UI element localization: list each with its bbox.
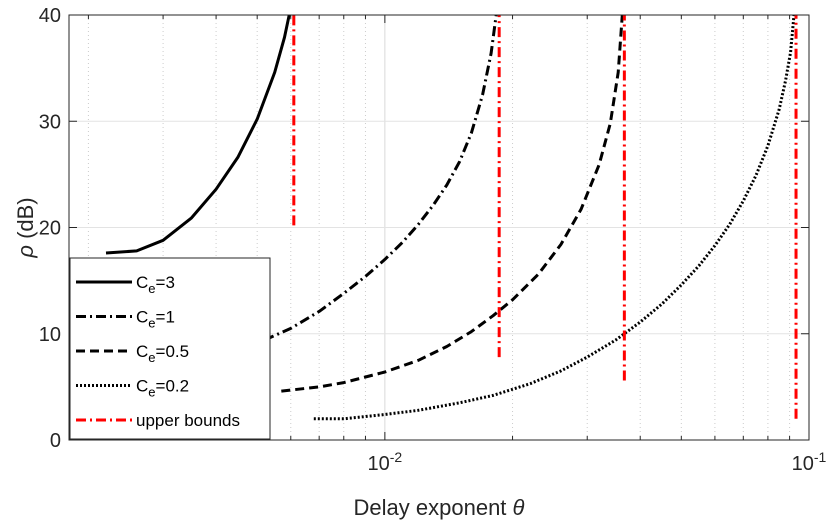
legend-box [69,257,271,440]
y-axis-label: ρ (dB) [13,197,38,258]
grid [69,14,810,441]
x-tick-label: 10-2 [368,449,403,475]
series-line-1 [105,14,291,255]
legend-entry-label: Ce=0.5 [136,342,189,365]
series-layer [105,14,798,421]
series-line-4 [313,14,796,421]
y-tick-label: 20 [39,218,61,240]
series-line-3 [281,14,624,393]
legend-entry-label: Ce=3 [136,273,175,296]
x-tick-label: 10-1 [792,449,827,475]
y-tick-label: 10 [39,324,61,346]
legend-entry-label: Ce=1 [136,308,175,331]
x-axis-label: Delay exponent θ [354,495,525,520]
legend-entry-label: Ce=0.2 [136,377,189,400]
series-line-2 [263,14,498,342]
legend-entry-label: upper bounds [136,411,240,430]
y-tick-label: 40 [39,5,61,27]
legend: Ce=3 Ce=1 Ce=0.5 Ce=0.2 upper bounds [69,257,271,440]
y-tick-label: 30 [39,111,61,133]
y-tick-label: 0 [50,430,61,452]
